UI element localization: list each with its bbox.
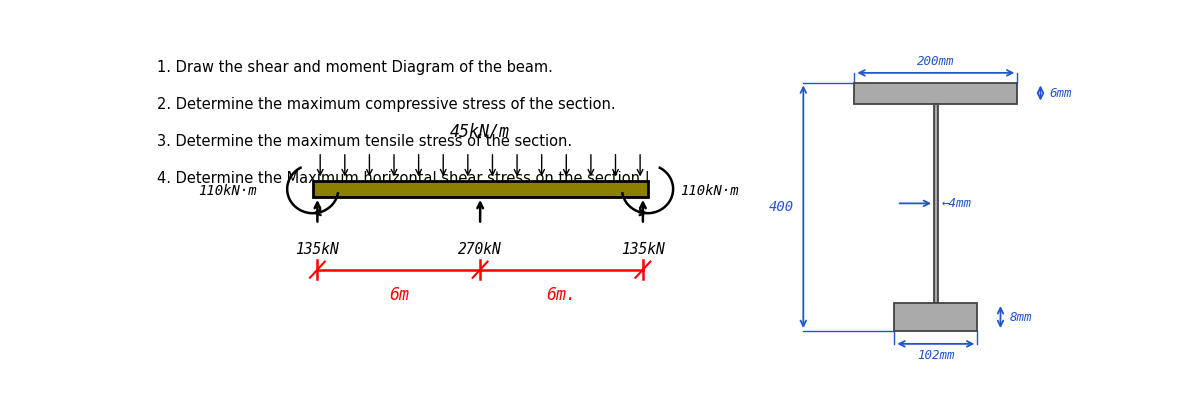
Text: 110kN·m: 110kN·m [680, 184, 739, 198]
Text: 4. Determine the Maximum horizontal shear stress on the section.|: 4. Determine the Maximum horizontal shea… [157, 171, 650, 187]
Text: 2. Determine the maximum compressive stress of the section.: 2. Determine the maximum compressive str… [157, 97, 616, 112]
Text: 110kN·m: 110kN·m [198, 184, 257, 198]
Text: 135kN: 135kN [295, 242, 340, 257]
Text: 270kN: 270kN [458, 242, 502, 257]
Text: 135kN: 135kN [622, 242, 665, 257]
Text: 6m.: 6m. [546, 286, 576, 304]
Bar [934, 103, 937, 303]
Text: 6m: 6m [389, 286, 409, 304]
Text: 3. Determine the maximum tensile stress of the section.: 3. Determine the maximum tensile stress … [157, 134, 572, 149]
Text: 102mm: 102mm [917, 349, 955, 362]
Text: 200mm: 200mm [917, 55, 955, 68]
Text: 45kN/m: 45kN/m [450, 123, 510, 141]
Text: 1. Draw the shear and moment Diagram of the beam.: 1. Draw the shear and moment Diagram of … [157, 60, 553, 75]
Text: ←4mm: ←4mm [942, 197, 972, 210]
Bar [894, 303, 977, 331]
Bar [854, 83, 1018, 103]
Text: 8mm: 8mm [1009, 310, 1032, 323]
Text: 6mm: 6mm [1050, 87, 1073, 100]
Text: 400: 400 [769, 200, 794, 214]
Bar [313, 181, 648, 197]
